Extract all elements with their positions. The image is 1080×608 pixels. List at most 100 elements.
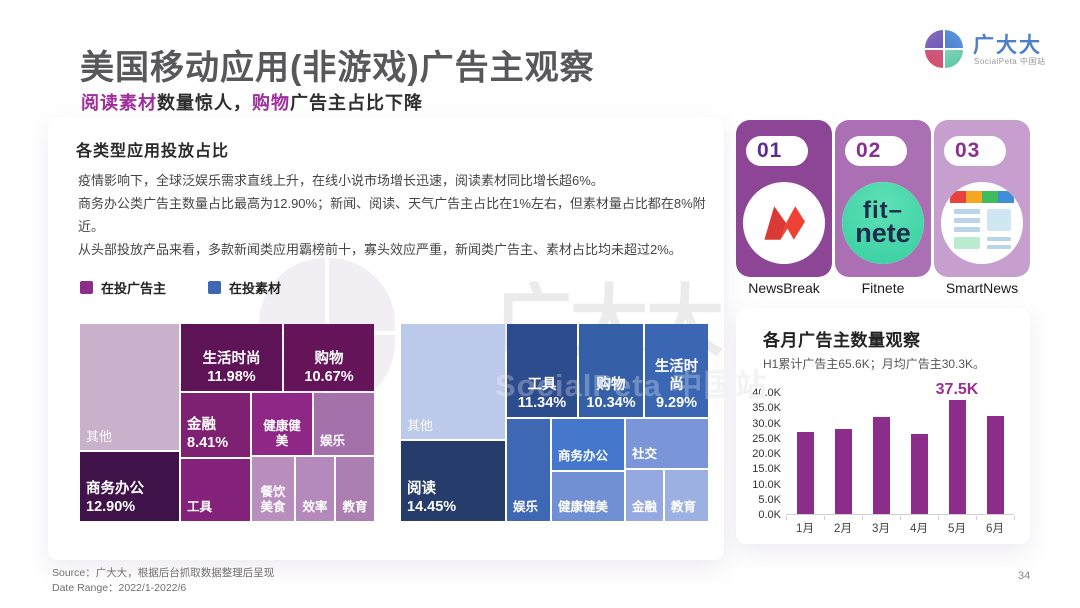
treemap-cell: 其他 <box>401 324 505 439</box>
treemap-cell-label: 金融 <box>632 500 658 515</box>
newsbreak-app-icon <box>743 182 825 264</box>
treemap-cell: 商务办公 <box>552 419 624 470</box>
treemap-cell-label: 工具 <box>527 376 557 393</box>
treemap-cell-label: 商务办公 <box>86 480 144 497</box>
x-axis-tick <box>976 516 977 520</box>
rank-badge: 01 <box>746 136 808 166</box>
x-axis-tick-label: 6月 <box>986 523 1004 535</box>
brand-subtext: SocialPeta 中国站 <box>974 57 1046 66</box>
date-range-line: Date Range：2022/1-2022/6 <box>52 582 187 594</box>
treemap-cell: 工具 11.34% <box>507 324 577 417</box>
treemap-cell-value: 14.45% <box>407 498 457 515</box>
treemap-cell-label: 娱乐 <box>320 434 346 449</box>
treemap-cell: 效率 <box>296 457 334 521</box>
bar-4月 <box>910 433 928 514</box>
treemap-cell: 生活时尚 11.98% <box>181 324 282 391</box>
treemap-cell-label: 教育 <box>342 500 368 515</box>
app-card-newsbreak: 01 <box>736 120 832 277</box>
treemap-cell-label: 健康健美 <box>558 500 609 515</box>
treemap-cell-value: 12.90% <box>86 498 136 515</box>
fitnete-logo-icon: fit– nete <box>842 182 924 264</box>
y-axis-tick-label: 30.0K <box>752 417 781 430</box>
chart-title: 各月广告主数量观察 <box>763 331 921 350</box>
subtitle-segment: 阅读素材 <box>81 93 157 113</box>
paragraph-line: 从头部投放产品来看，多款新闻类应用霸榜前十，寡头效应严重，新闻类广告主、素材占比… <box>78 242 682 257</box>
treemap-cell-label: 阅读 <box>407 480 436 497</box>
treemap-cell-label: 教育 <box>671 500 697 515</box>
rank-number: 01 <box>757 139 783 162</box>
y-axis-tick-label: 25.0K <box>752 432 781 445</box>
y-axis-tick-label: 15.0K <box>752 463 781 476</box>
treemap-cell: 商务办公 12.90% <box>80 452 179 521</box>
bar-chart-xaxis: 1月 2月 3月 4月 5月 6月 <box>786 520 1014 536</box>
newsbreak-logo-icon <box>764 206 805 240</box>
fitnete-logo-text-top: fit– <box>863 197 903 225</box>
treemap-cell: 教育 <box>336 457 374 521</box>
section-heading: 各类型应用投放占比 <box>76 143 230 160</box>
legend-label-creatives: 在投素材 <box>229 281 282 296</box>
legend-swatch-advertisers <box>80 281 93 294</box>
page-subtitle: 阅读素材数量惊人，购物广告主占比下降 <box>81 89 423 115</box>
subtitle-segment: 广告主占比下降 <box>290 93 423 113</box>
watermark-text-small-overlay: SocialPeta 中国站 <box>495 368 768 403</box>
source-line: Source：广大大，根据后台抓取数据整理后呈现 <box>52 567 275 579</box>
x-axis-tick-label: 1月 <box>796 523 814 535</box>
subtitle-segment: 数量惊人， <box>157 93 252 113</box>
chart-subtitle: H1累计广告主65.6K；月均广告主30.3K。 <box>763 357 986 371</box>
treemap-cell-label: 工具 <box>187 500 213 515</box>
treemap-cell: 教育 <box>665 470 708 521</box>
x-axis-tick-label: 2月 <box>834 523 852 535</box>
app-name-fitnete: Fitnete <box>861 280 905 296</box>
bar-6月 <box>986 415 1004 514</box>
treemap-cell-label: 娱乐 <box>513 500 539 515</box>
x-axis-tick <box>862 516 863 520</box>
treemap-cell: 娱乐 <box>507 419 550 521</box>
top-apps-labels: NewsBreak Fitnete SmartNews <box>736 280 1030 296</box>
top-apps-row: 01 02 fit– nete 03 <box>736 120 1030 277</box>
treemap-cell-value: 9.29% <box>655 394 698 411</box>
brand-name: 广大大 <box>973 34 1042 57</box>
smartnews-app-icon <box>941 182 1023 264</box>
x-axis-tick <box>786 516 787 520</box>
app-name-newsbreak: NewsBreak <box>748 280 820 296</box>
legend-label-advertisers: 在投广告主 <box>101 281 167 296</box>
x-axis-tick-label: 5月 <box>948 523 966 535</box>
treemap-creatives: 其他 阅读 14.45% 工具 11.34% 购物 10.34% 生活时尚 9.29% 娱乐 商务办… <box>401 324 708 521</box>
x-axis-tick <box>938 516 939 520</box>
treemap-cell-value: 10.67% <box>304 368 354 385</box>
y-axis-tick-label: 5.0K <box>758 493 781 506</box>
y-axis-tick-label: 10.0K <box>752 478 781 491</box>
legend-item-creatives: 在投素材 <box>208 278 281 297</box>
bar-5月 <box>948 399 966 514</box>
page-title: 美国移动应用(非游戏)广告主观察 <box>80 49 595 87</box>
subtitle-segment: 购物 <box>252 93 290 113</box>
treemap-cell-label: 金融 <box>187 416 216 433</box>
treemap-cell-value: 11.34% <box>517 394 567 411</box>
treemap-cell-label: 其他 <box>86 428 113 444</box>
treemap-cell: 工具 <box>181 459 250 521</box>
treemap-cell-label: 效率 <box>302 500 328 515</box>
app-card-fitnete: 02 fit– nete <box>835 120 931 277</box>
treemap-cell: 健康健美 <box>552 472 624 521</box>
treemap-cell-label: 商务办公 <box>558 449 609 464</box>
bar-2月 <box>834 429 852 514</box>
treemap-cell: 购物 10.67% <box>284 324 374 391</box>
y-axis-tick-label: 35.0K <box>752 402 781 415</box>
y-axis-tick-label: 20.0K <box>752 448 781 460</box>
treemap-cell: 金融 <box>626 470 663 521</box>
smartnews-logo-icon <box>950 191 1014 255</box>
app-card-smartnews: 03 <box>934 120 1030 277</box>
treemap-cell: 其他 <box>80 324 179 450</box>
treemap-cell-label: 生活时尚 <box>202 350 261 367</box>
footer-source: Source：广大大，根据后台抓取数据整理后呈现 Date Range：2022… <box>52 566 274 596</box>
x-axis-tick-label: 4月 <box>910 523 928 535</box>
bar-1月 <box>796 431 814 514</box>
bar-value-label: 37.5K <box>935 380 979 398</box>
treemap-cell: 餐饮美食 <box>252 457 294 521</box>
treemap-advertisers: 其他 商务办公 12.90% 生活时尚 11.98% 购物 10.67% 金融 8.41% 工具健… <box>80 324 374 521</box>
brand-logo: 广大大 SocialPeta 中国站 <box>925 28 1065 72</box>
bar-chart-yaxis: 40.0K 35.0K 30.0K 25.0K 20.0K 15.0K 10.0K 5.0K 0… <box>741 387 781 523</box>
fitnete-logo-text-bottom: nete <box>855 217 911 248</box>
app-name-smartnews: SmartNews <box>945 280 1019 296</box>
